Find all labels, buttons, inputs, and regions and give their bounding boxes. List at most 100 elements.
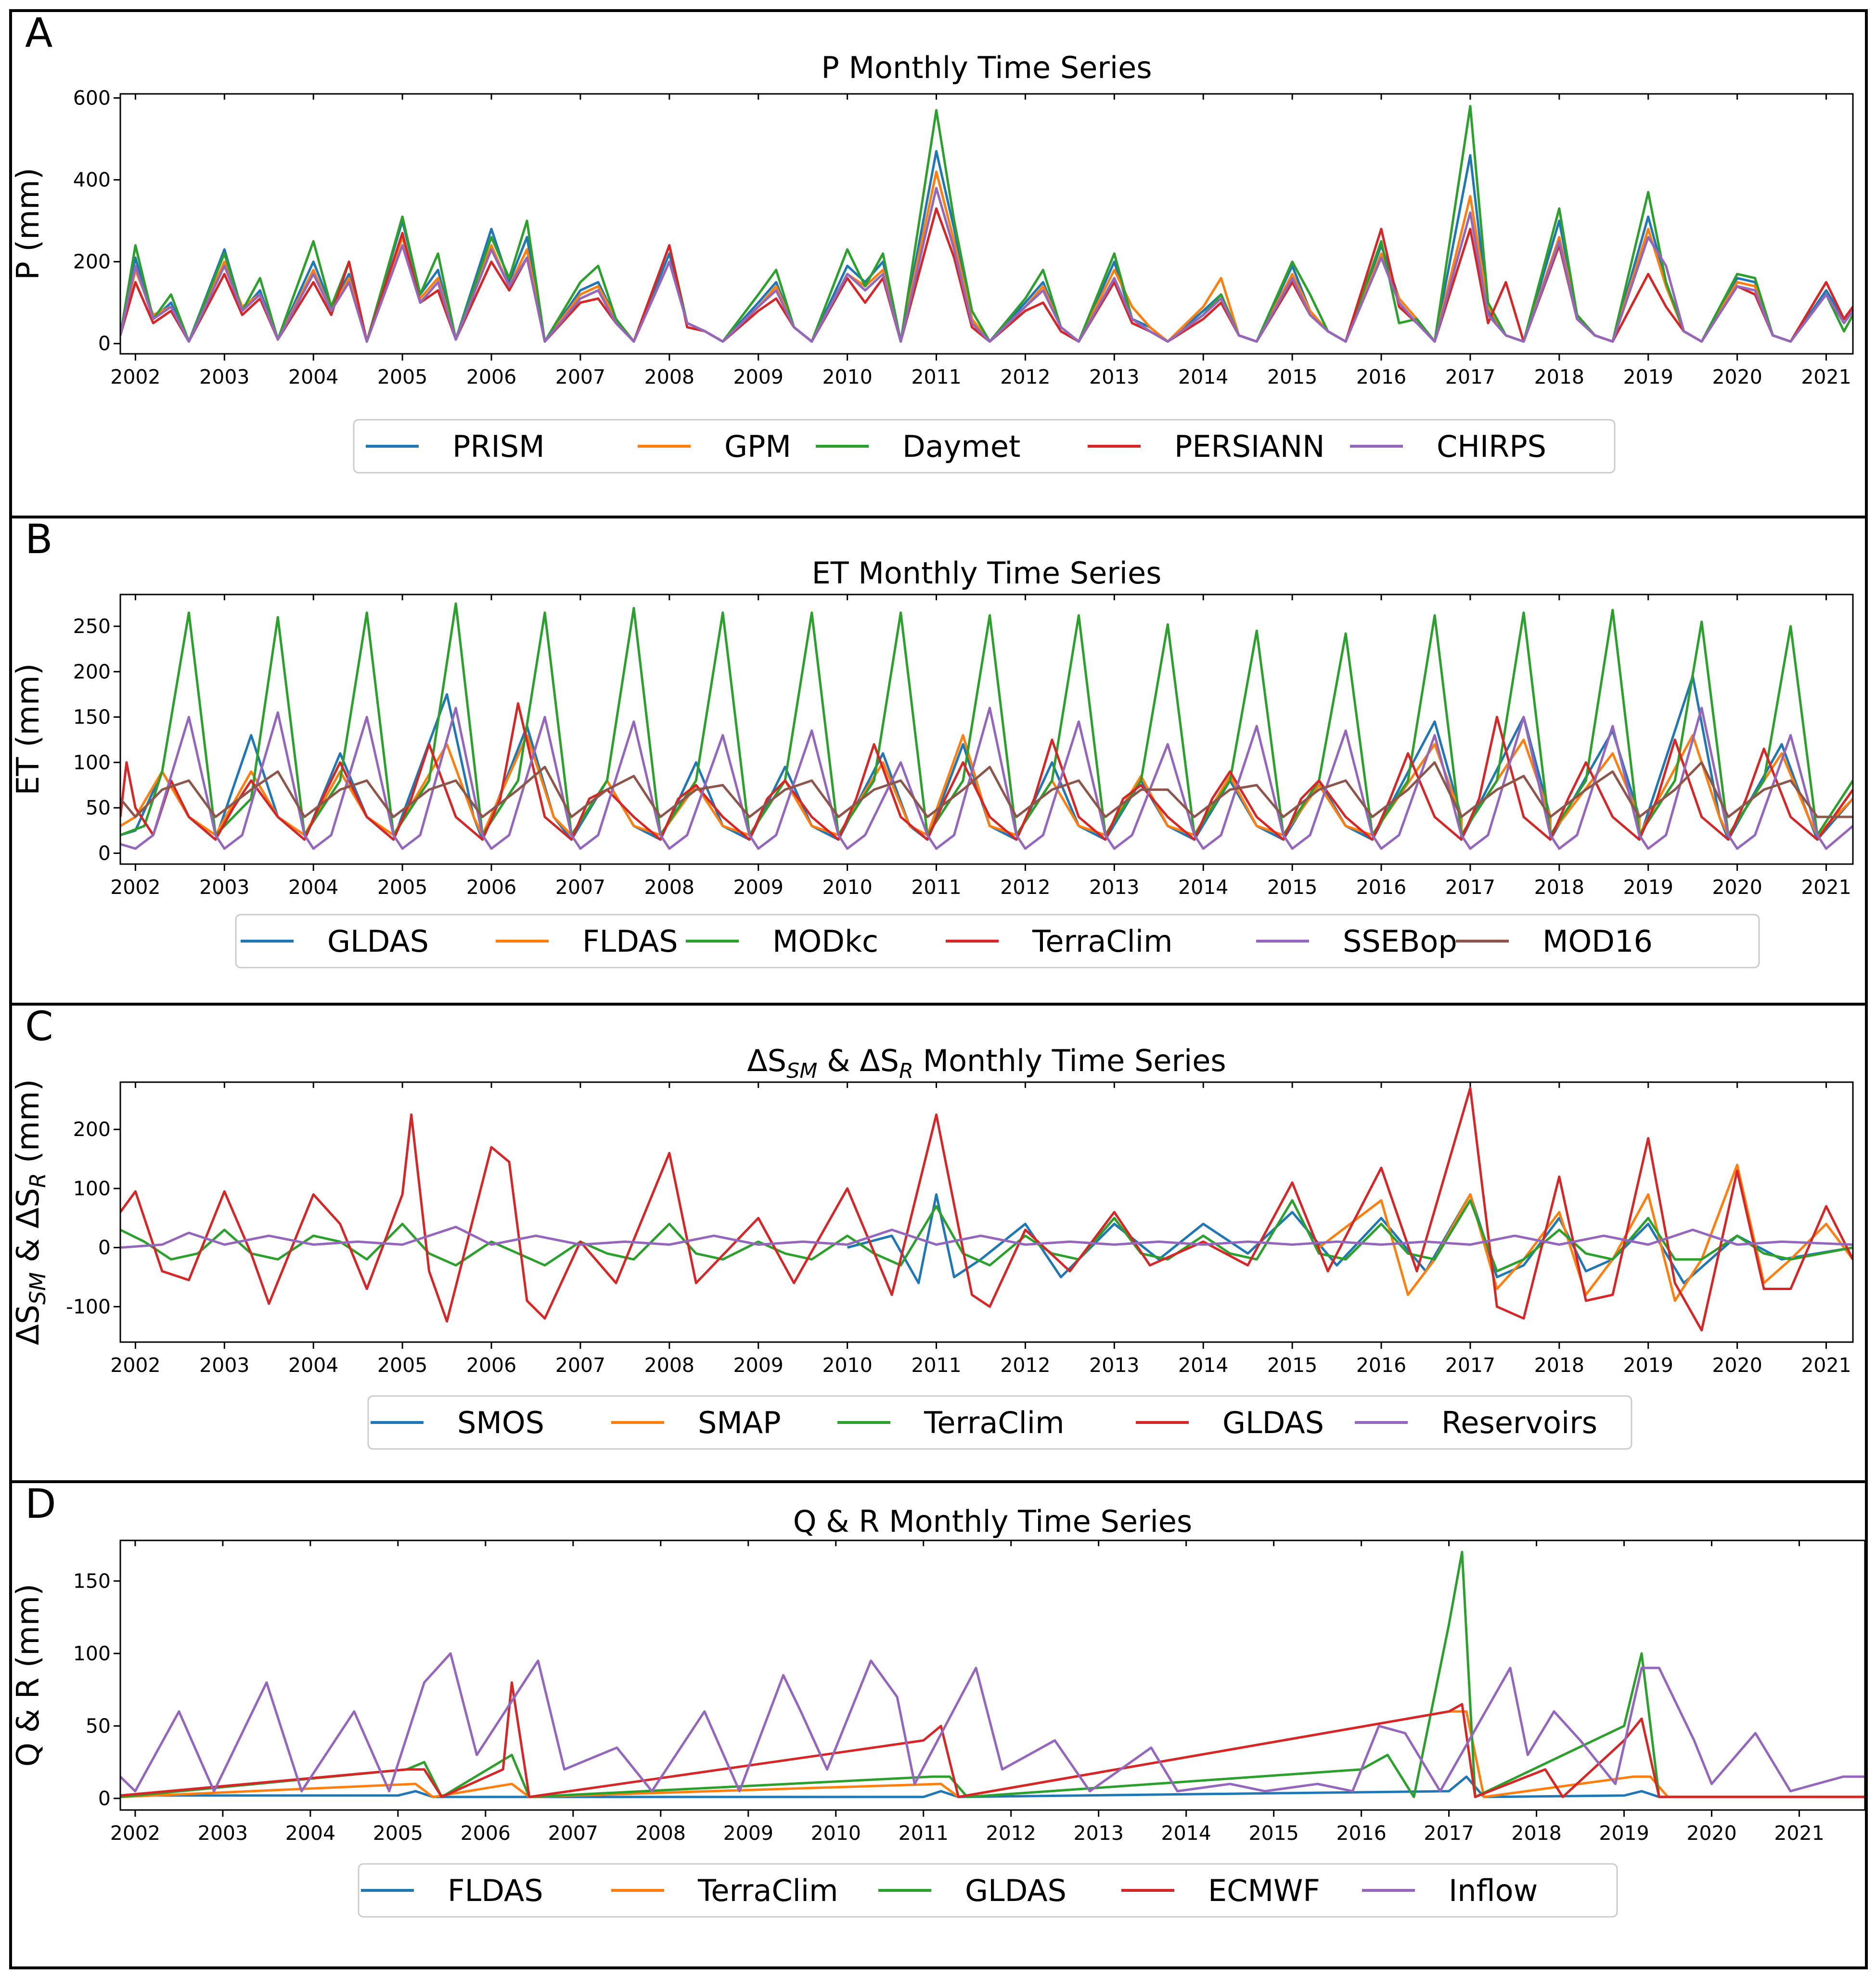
x-tick-label: 2004: [288, 876, 338, 899]
x-tick-label: 2006: [466, 876, 516, 899]
x-tick-label: 2015: [1267, 365, 1317, 388]
x-tick-label: 2005: [377, 365, 427, 388]
series-group: [120, 1551, 1865, 1798]
x-tick-label: 2018: [1511, 1822, 1561, 1845]
x-tick-label: 2019: [1623, 876, 1673, 899]
x-tick-label: 2012: [1000, 1354, 1050, 1377]
x-tick-label: 2018: [1534, 1354, 1584, 1377]
series-line-smap: [1318, 1164, 1853, 1302]
x-tick-label: 2006: [466, 1354, 516, 1377]
legend-box: [358, 1863, 1618, 1918]
text-part: ΔS: [11, 1305, 46, 1345]
legend-box: [353, 419, 1616, 474]
legend: GLDAS FLDAS MODkc TerraClim SSEBop MOD16: [235, 914, 1760, 969]
text-part: & ΔS: [11, 1188, 46, 1272]
panel-border: [9, 1480, 1868, 1969]
plot-frame: [119, 1081, 1854, 1343]
x-tick-label: 2004: [288, 1354, 338, 1377]
x-tick-label: 2019: [1599, 1822, 1649, 1845]
x-tick-label: 2013: [1089, 876, 1139, 899]
y-tick-label: 100: [73, 751, 111, 774]
x-tick-label: 2006: [466, 365, 516, 388]
series-line-fldas: [120, 734, 1853, 837]
x-tick-label: 2020: [1712, 365, 1762, 388]
x-tick-label: 2007: [548, 1822, 598, 1845]
series-line-smos: [847, 1193, 1853, 1284]
series-line-chirps: [120, 187, 1853, 343]
x-tick-label: 2018: [1534, 876, 1584, 899]
x-tick-label: 2010: [822, 365, 872, 388]
x-tick-label: 2005: [373, 1822, 423, 1845]
series-line-gldas: [120, 1086, 1853, 1332]
legend-label-reservoirs: Reservoirs: [1441, 1405, 1597, 1440]
x-tick-label: 2010: [811, 1822, 861, 1845]
x-tick-label: 2014: [1161, 1822, 1211, 1845]
x-tick-label: 2013: [1074, 1822, 1124, 1845]
x-tick-label: 2019: [1623, 1354, 1673, 1377]
legend-label-smap: SMAP: [698, 1405, 781, 1440]
panel-letter: B: [25, 516, 53, 563]
text-part: (mm): [11, 1079, 46, 1173]
y-tick-label: 100: [73, 1177, 111, 1200]
x-tick-label: 2003: [199, 1354, 249, 1377]
x-tick-label: 2004: [285, 1822, 335, 1845]
panel-D: D Q & R Monthly Time Series Q & R (mm) 0 50 1…: [9, 1480, 1868, 1969]
series-group: [120, 105, 1853, 343]
x-tick-label: 2003: [198, 1822, 248, 1845]
y-tick-label: 200: [73, 250, 111, 273]
x-tick-label: 2003: [199, 365, 249, 388]
y-tick-label: 150: [73, 706, 111, 729]
chart-title: ΔSSM & ΔSR Monthly Time Series: [747, 1043, 1226, 1083]
legend-box: [367, 1395, 1632, 1450]
y-tick-label: 200: [73, 1118, 111, 1141]
panel-letter: D: [25, 1480, 56, 1527]
x-tick-label: 2020: [1712, 1354, 1762, 1377]
x-tick-label: 2012: [986, 1822, 1036, 1845]
x-tick-label: 2003: [199, 876, 249, 899]
legend-label-ssebop: SSEBop: [1343, 924, 1457, 959]
x-tick-label: 2011: [911, 365, 961, 388]
x-tick-label: 2014: [1178, 1354, 1228, 1377]
plot-frame: [119, 1539, 1866, 1811]
x-tick-label: 2012: [1000, 365, 1050, 388]
y-axis-label: ET (mm): [11, 663, 46, 796]
subscript-text: R: [899, 1059, 913, 1083]
x-tick-label: 2017: [1445, 365, 1495, 388]
series-line-ssebop: [120, 707, 1853, 850]
series-line-prism: [120, 150, 1853, 343]
x-tick-label: 2017: [1445, 876, 1495, 899]
x-tick-label: 2002: [110, 365, 160, 388]
panel-B: B ET Monthly Time Series ET (mm) 0 50 100 150 2…: [9, 516, 1868, 1006]
x-tick-label: 2016: [1356, 365, 1406, 388]
x-tick-label: 2014: [1178, 876, 1228, 899]
y-axis-label: ΔSSM & ΔSR (mm): [11, 1079, 51, 1345]
x-tick-label: 2009: [733, 1354, 784, 1377]
subscript-text: SM: [786, 1059, 817, 1083]
x-tick-label: 2014: [1178, 365, 1228, 388]
y-tick-label: 600: [73, 87, 111, 110]
legend-label-mod16: MOD16: [1542, 924, 1653, 959]
x-tick-label: 2011: [911, 876, 961, 899]
x-tick-label: 2008: [644, 1354, 694, 1377]
x-tick-label: 2007: [555, 365, 605, 388]
x-tick-label: 2005: [377, 1354, 427, 1377]
x-tick-label: 2013: [1089, 365, 1139, 388]
series-line-fldas: [120, 1775, 1865, 1798]
x-tick-label: 2006: [461, 1822, 511, 1845]
legend-label-chirps: CHIRPS: [1437, 429, 1546, 464]
legend-label-ecmwf: ECMWF: [1208, 1873, 1320, 1908]
x-tick-label: 2016: [1356, 1354, 1406, 1377]
x-tick-label: 2004: [288, 365, 338, 388]
x-tick-label: 2002: [110, 1822, 160, 1845]
y-tick-label: -100: [66, 1295, 111, 1318]
legend-label-persiann: PERSIANN: [1174, 429, 1324, 464]
legend-label-terraclim: TerraClim: [1032, 924, 1173, 959]
legend-label-gldas: GLDAS: [327, 924, 429, 959]
x-tick-label: 2011: [911, 1354, 961, 1377]
legend: PRISM GPM Daymet PERSIANN CHIRPS: [353, 419, 1616, 474]
panel-letter: C: [25, 1003, 53, 1050]
legend-label-daymet: Daymet: [902, 429, 1020, 464]
legend-label-fldas: FLDAS: [582, 924, 678, 959]
